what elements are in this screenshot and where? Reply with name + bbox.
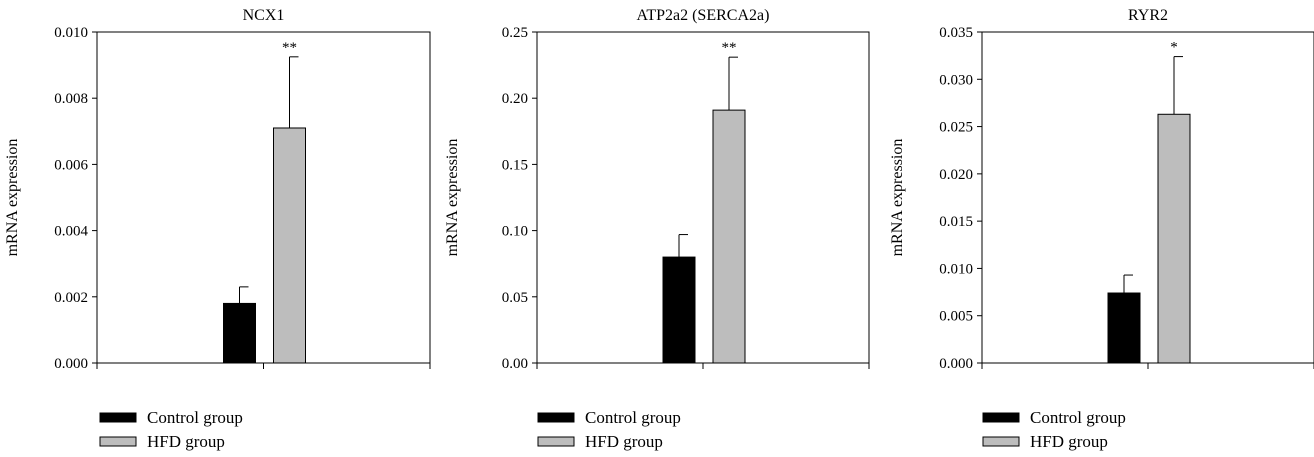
- y-tick-label: 0.006: [54, 157, 88, 173]
- legend-swatch: [982, 436, 1020, 447]
- legend-swatch: [537, 436, 575, 447]
- y-tick-label: 0.005: [939, 309, 973, 325]
- chart-title: RYR2: [1128, 7, 1168, 24]
- legend-label: Control group: [585, 408, 681, 427]
- y-tick-label: 0.20: [502, 91, 528, 107]
- plot-frame: [536, 31, 870, 364]
- y-tick-label: 0.25: [502, 25, 528, 41]
- y-tick-label: 0.004: [54, 224, 88, 240]
- chart-title: NCX1: [243, 7, 285, 24]
- y-tick-label: 0.020: [939, 167, 973, 183]
- legend-label: Control group: [1030, 408, 1126, 427]
- y-tick-label: 0.05: [502, 290, 528, 306]
- y-tick-label: 0.10: [502, 224, 528, 240]
- legend-label: HFD group: [147, 432, 225, 451]
- bar-hfd: [712, 109, 746, 364]
- significance-marker: *: [1170, 40, 1178, 56]
- plot-frame: [96, 31, 431, 364]
- bar-control: [1107, 292, 1141, 364]
- y-tick-label: 0.015: [939, 214, 973, 230]
- y-tick-label: 0.030: [939, 72, 973, 88]
- chart-panel-1: NCX1 mRNA expression 0.000 0.002 0.004 0.006 0…: [4, 7, 431, 451]
- y-tick-label: 0.002: [54, 290, 88, 306]
- y-axis-label: mRNA expression: [4, 139, 21, 257]
- y-tick-label: 0.000: [939, 356, 973, 372]
- bar-control: [223, 302, 256, 364]
- y-tick-label: 0.008: [54, 91, 88, 107]
- y-tick-label: 0.025: [939, 120, 973, 136]
- legend-swatch: [537, 412, 575, 423]
- y-tick-label: 0.035: [939, 25, 973, 41]
- legend-label: HFD group: [585, 432, 663, 451]
- legend: Control group HFD group: [537, 408, 681, 451]
- y-tick-label: 0.000: [54, 356, 88, 372]
- legend: Control group HFD group: [982, 408, 1126, 451]
- y-tick-label: 0.010: [939, 261, 973, 277]
- y-axis-label: mRNA expression: [889, 139, 906, 257]
- y-tick-label: 0.00: [502, 356, 528, 372]
- chart-title: ATP2a2 (SERCA2a): [637, 7, 770, 24]
- chart-panel-3: RYR2 mRNA expression 0.000 0.005 0.010 0.015 0…: [889, 7, 1314, 451]
- chart-panel-2: ATP2a2 (SERCA2a) mRNA expression 0.00 0.05 0…: [444, 7, 870, 451]
- plot-frame: [981, 31, 1314, 364]
- legend-swatch: [982, 412, 1020, 423]
- legend-label: Control group: [147, 408, 243, 427]
- legend-swatch: [99, 436, 137, 447]
- legend-swatch: [99, 412, 137, 423]
- legend-label: HFD group: [1030, 432, 1108, 451]
- bar-hfd: [1157, 113, 1191, 364]
- significance-marker: **: [722, 40, 737, 56]
- bar-control: [662, 256, 696, 364]
- bar-hfd: [273, 127, 306, 364]
- y-tick-label: 0.15: [502, 157, 528, 173]
- significance-marker: **: [282, 40, 297, 56]
- y-tick-label: 0.010: [54, 25, 88, 41]
- y-axis-label: mRNA expression: [444, 139, 461, 257]
- legend: Control group HFD group: [99, 408, 243, 451]
